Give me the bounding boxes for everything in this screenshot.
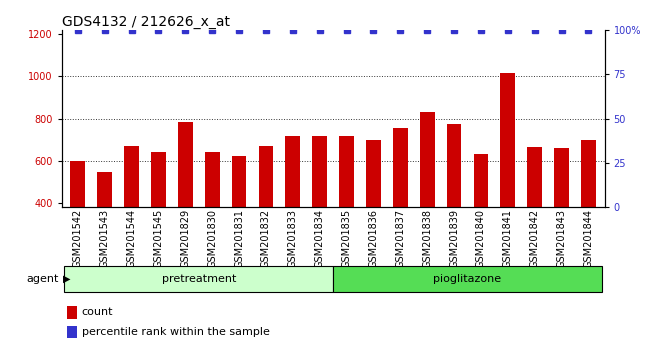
Bar — [473, 154, 488, 207]
Text: agent: agent — [26, 274, 58, 284]
Bar — [333, 266, 602, 292]
Bar — [527, 147, 542, 207]
Bar — [393, 128, 408, 207]
Text: percentile rank within the sample: percentile rank within the sample — [82, 327, 270, 337]
Text: GSM201543: GSM201543 — [99, 209, 110, 268]
Text: GSM201838: GSM201838 — [422, 209, 432, 268]
Text: pretreatment: pretreatment — [162, 274, 236, 284]
Bar — [231, 156, 246, 207]
Text: GDS4132 / 212626_x_at: GDS4132 / 212626_x_at — [62, 15, 229, 29]
Text: pioglitazone: pioglitazone — [434, 274, 502, 284]
Bar — [259, 147, 274, 207]
Bar — [312, 136, 327, 207]
Bar — [500, 73, 515, 207]
Text: GSM201843: GSM201843 — [556, 209, 567, 268]
Text: GSM201844: GSM201844 — [584, 209, 593, 268]
Text: GSM201834: GSM201834 — [315, 209, 325, 268]
Text: GSM201839: GSM201839 — [449, 209, 459, 268]
Bar — [447, 124, 461, 207]
Bar — [178, 122, 193, 207]
Text: GSM201840: GSM201840 — [476, 209, 486, 268]
Text: GSM201842: GSM201842 — [530, 209, 540, 268]
Bar — [285, 136, 300, 207]
Text: ▶: ▶ — [63, 274, 71, 284]
Bar — [98, 172, 112, 207]
Text: GSM201832: GSM201832 — [261, 209, 271, 268]
Bar — [205, 152, 220, 207]
Text: GSM201544: GSM201544 — [127, 209, 136, 268]
Text: GSM201836: GSM201836 — [369, 209, 378, 268]
Text: GSM201831: GSM201831 — [234, 209, 244, 268]
Text: GSM201833: GSM201833 — [288, 209, 298, 268]
Bar — [67, 326, 77, 338]
Text: GSM201830: GSM201830 — [207, 209, 217, 268]
Text: GSM201829: GSM201829 — [180, 209, 190, 268]
Text: GSM201542: GSM201542 — [73, 209, 83, 268]
Bar — [581, 140, 596, 207]
Bar — [554, 148, 569, 207]
Text: GSM201835: GSM201835 — [341, 209, 352, 268]
Text: GSM201837: GSM201837 — [395, 209, 406, 268]
Text: GSM201545: GSM201545 — [153, 209, 164, 268]
Bar — [124, 147, 139, 207]
Bar — [67, 306, 77, 319]
Text: count: count — [82, 307, 113, 318]
Bar — [339, 136, 354, 207]
Bar — [70, 161, 85, 207]
Bar — [151, 152, 166, 207]
Bar — [64, 266, 333, 292]
Bar — [366, 140, 381, 207]
Bar — [420, 112, 435, 207]
Text: GSM201841: GSM201841 — [502, 209, 513, 268]
